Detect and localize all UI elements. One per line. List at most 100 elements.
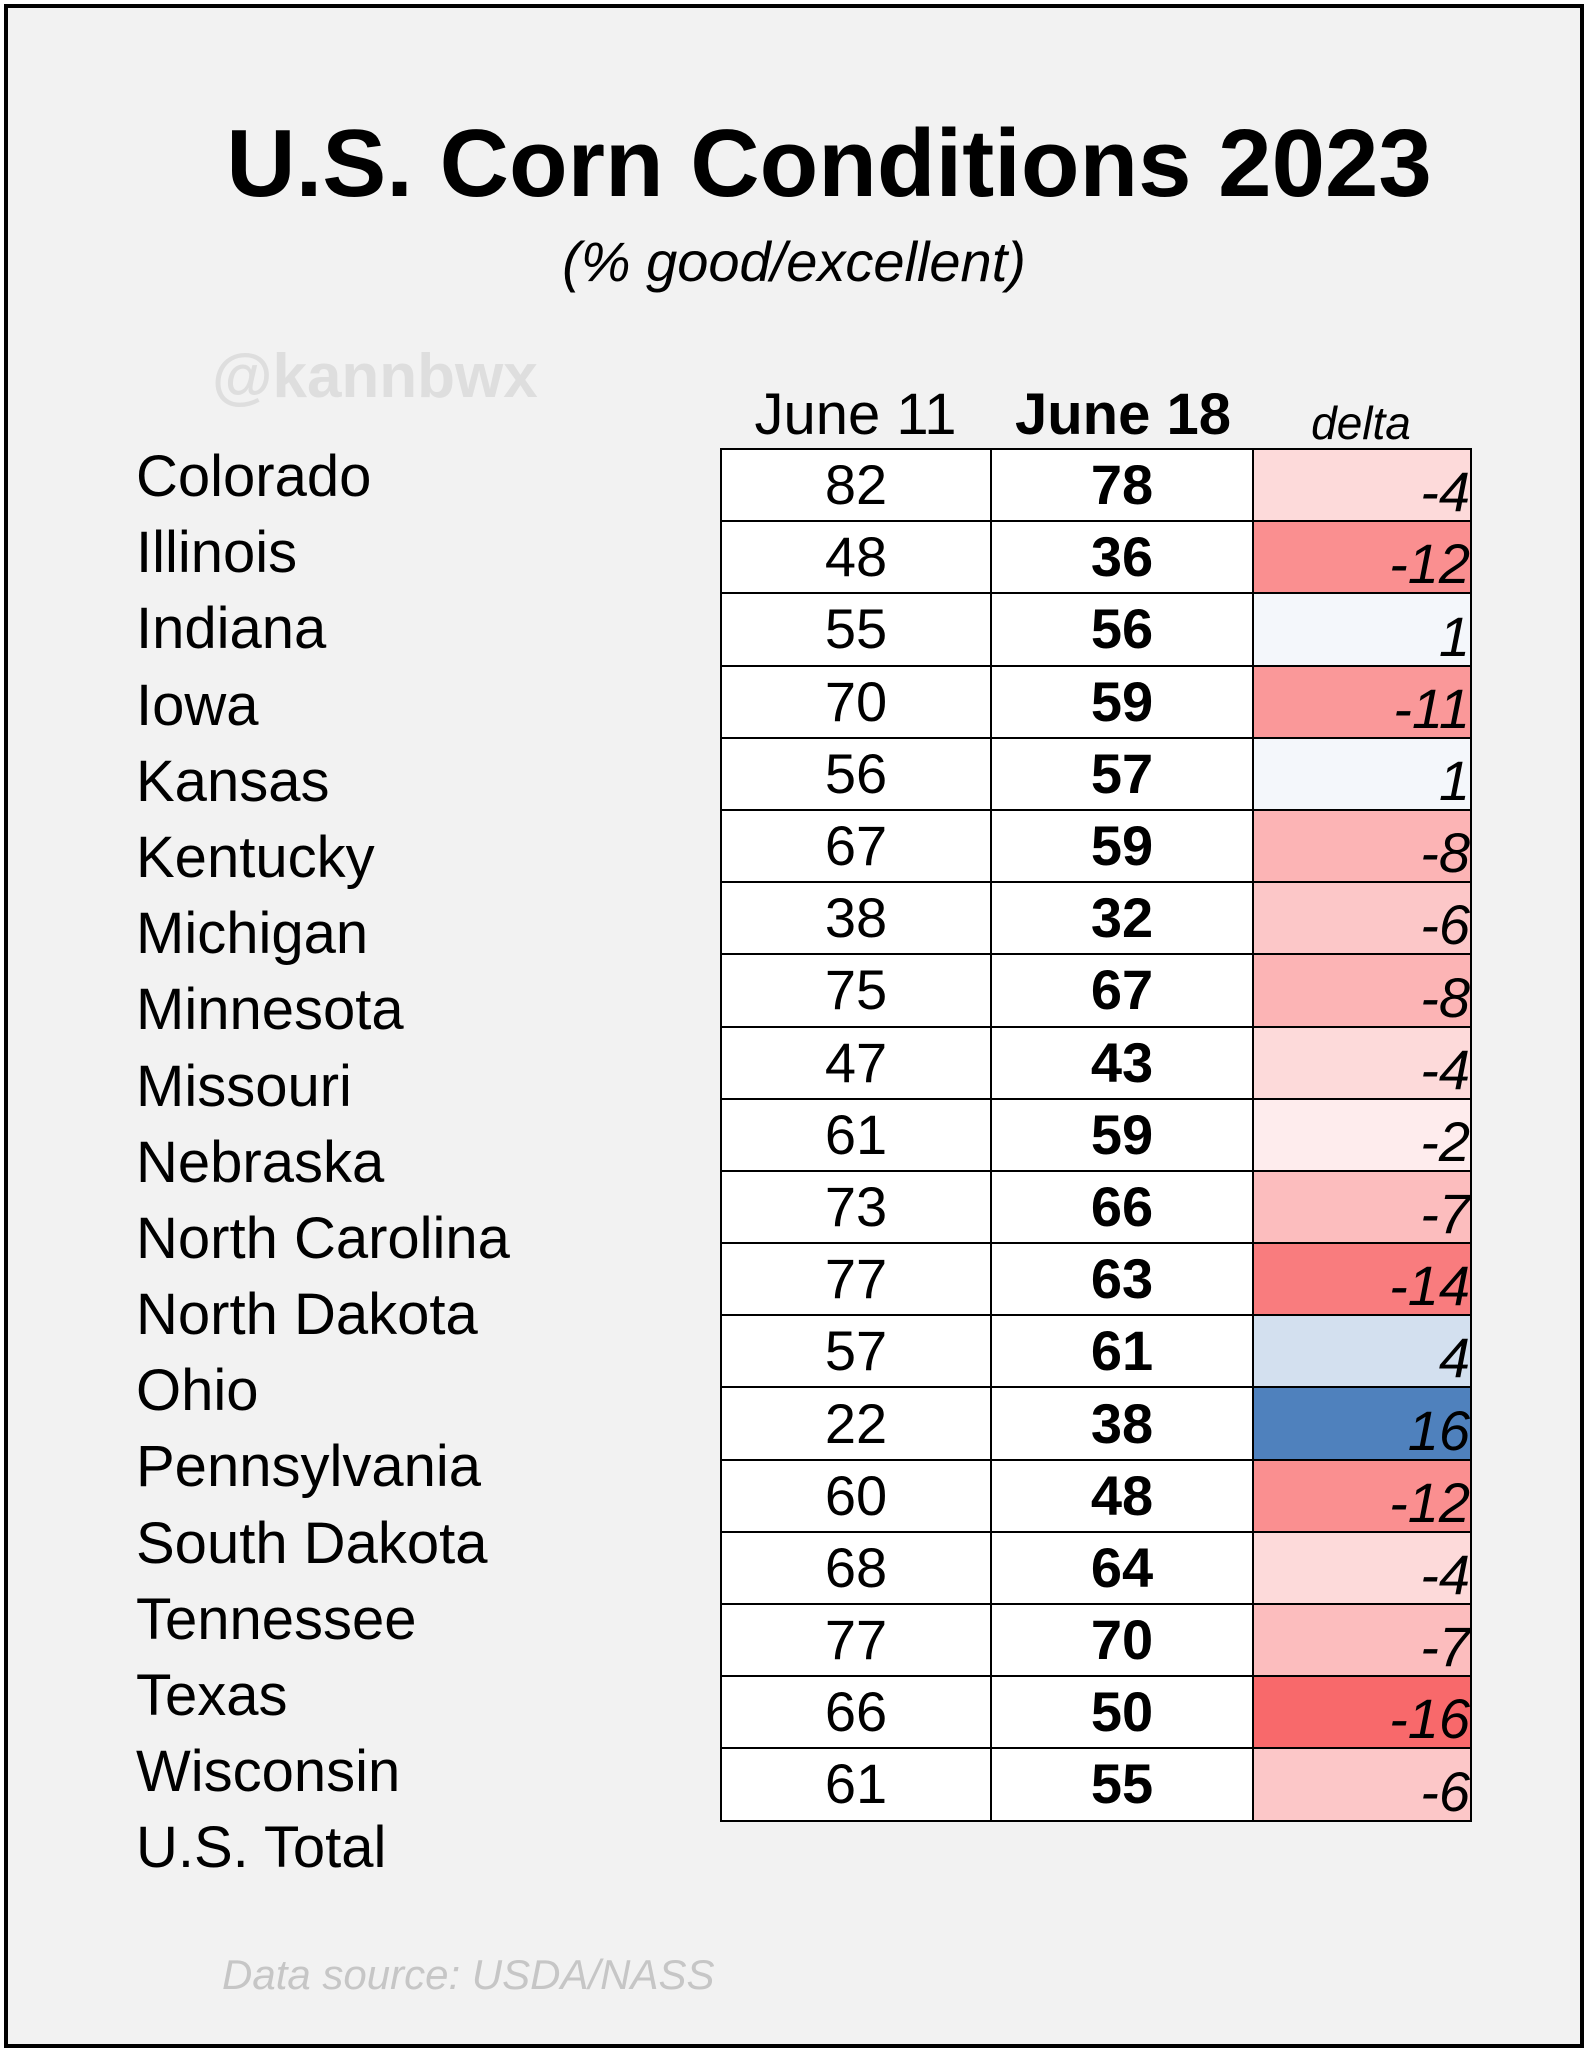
column-header-delta: delta (1311, 397, 1411, 449)
row-label: Colorado (136, 444, 372, 509)
cell-june-11: 77 (720, 1602, 992, 1678)
row-label: Nebraska (136, 1129, 385, 1195)
cell-delta: -8 (1252, 953, 1472, 1028)
row-label: Minnesota (136, 977, 404, 1043)
row-label: Kansas (136, 748, 330, 814)
row-label: Ohio (136, 1358, 259, 1424)
cell-delta: -4 (1252, 1530, 1472, 1606)
cell-june-11: 56 (720, 736, 992, 811)
table-row: 60 48 -12 (720, 1458, 1472, 1533)
cell-june-18: 64 (990, 1530, 1254, 1606)
cell-june-18: 78 (990, 447, 1254, 523)
row-label: U.S. Total (136, 1815, 387, 1881)
cell-june-11: 70 (720, 664, 992, 739)
cell-delta: -12 (1252, 520, 1472, 595)
cell-june-18: 43 (990, 1025, 1254, 1100)
row-label: Michigan (136, 901, 369, 967)
cell-delta: 4 (1252, 1314, 1472, 1389)
row-label: Missouri (136, 1053, 352, 1119)
table-row: 55 56 1 (720, 592, 1472, 667)
cell-june-11: 61 (720, 1097, 992, 1172)
row-label: Tennessee (136, 1586, 417, 1652)
cell-delta: -4 (1252, 1025, 1472, 1100)
table-row: 66 50 -16 (720, 1675, 1472, 1750)
data-source: Data source: USDA/NASS (222, 1951, 715, 1998)
table-row: 47 43 -4 (720, 1025, 1472, 1100)
cell-june-18: 56 (990, 592, 1254, 667)
cell-june-18: 32 (990, 881, 1254, 956)
table-row: 57 61 4 (720, 1314, 1472, 1389)
row-labels: Colorado Illinois Indiana Iowa Kansas Kentuck… (136, 444, 510, 1896)
cell-june-18: 70 (990, 1602, 1254, 1678)
cell-june-11: 22 (720, 1386, 992, 1461)
watermark: @kannbwx (212, 342, 538, 411)
cell-delta: -2 (1252, 1097, 1472, 1172)
cell-june-11: 48 (720, 520, 992, 595)
row-label: Illinois (136, 520, 298, 586)
cell-delta: 16 (1252, 1386, 1472, 1461)
cell-june-18: 66 (990, 1169, 1254, 1245)
cell-delta: -14 (1252, 1242, 1472, 1317)
cell-june-18: 55 (990, 1747, 1254, 1822)
table-row: 73 66 -7 (720, 1169, 1472, 1245)
row-label: Wisconsin (136, 1739, 401, 1805)
cell-june-11: 38 (720, 881, 992, 956)
chart-subtitle: (% good/excellent) (562, 230, 1026, 293)
cell-june-18: 61 (990, 1314, 1254, 1389)
cell-june-11: 57 (720, 1314, 992, 1389)
table-row: 68 64 -4 (720, 1530, 1472, 1606)
cell-june-18: 36 (990, 520, 1254, 595)
cell-june-11: 55 (720, 592, 992, 667)
cell-june-11: 47 (720, 1025, 992, 1100)
row-label: North Dakota (136, 1282, 478, 1348)
cell-june-18: 59 (990, 1097, 1254, 1172)
cell-delta: -16 (1252, 1675, 1472, 1750)
column-header-june-11: June 11 (754, 382, 957, 447)
cell-june-18: 57 (990, 736, 1254, 811)
cell-june-18: 59 (990, 664, 1254, 739)
cell-june-11: 82 (720, 447, 992, 523)
chart-frame: U.S. Corn Conditions 2023 (% good/excell… (4, 4, 1584, 2048)
cell-june-11: 66 (720, 1675, 992, 1750)
cell-june-11: 73 (720, 1169, 992, 1245)
cell-june-18: 38 (990, 1386, 1254, 1461)
table-row: 61 55 -6 (720, 1747, 1472, 1822)
cell-june-11: 77 (720, 1242, 992, 1317)
cell-june-11: 68 (720, 1530, 992, 1606)
cell-delta: -7 (1252, 1602, 1472, 1678)
cell-june-11: 67 (720, 808, 992, 884)
table-row: 61 59 -2 (720, 1097, 1472, 1172)
cell-june-18: 48 (990, 1458, 1254, 1533)
table-row: 75 67 -8 (720, 953, 1472, 1028)
data-table: 82 78 -4 48 36 -12 55 56 1 70 59 -11 56 57 1 67 59 -8 38 32… (720, 447, 1472, 1822)
cell-june-18: 59 (990, 808, 1254, 884)
table-row: 38 32 -6 (720, 881, 1472, 956)
row-label: Indiana (136, 596, 327, 662)
row-label: Iowa (136, 672, 259, 738)
cell-june-18: 63 (990, 1242, 1254, 1317)
cell-delta: -6 (1252, 881, 1472, 956)
cell-june-11: 61 (720, 1747, 992, 1822)
table-row: 77 70 -7 (720, 1602, 1472, 1678)
cell-delta: -7 (1252, 1169, 1472, 1245)
cell-delta: -12 (1252, 1458, 1472, 1533)
chart-title: U.S. Corn Conditions 2023 (226, 110, 1432, 217)
cell-delta: 1 (1252, 592, 1472, 667)
row-label: Pennsylvania (136, 1434, 481, 1500)
cell-june-18: 50 (990, 1675, 1254, 1750)
cell-june-11: 60 (720, 1458, 992, 1533)
row-label: Texas (136, 1663, 288, 1728)
column-header-june-18: June 18 (1015, 382, 1231, 447)
row-label: Kentucky (136, 824, 375, 890)
table-row: 70 59 -11 (720, 664, 1472, 739)
cell-june-18: 67 (990, 953, 1254, 1028)
table-row: 48 36 -12 (720, 520, 1472, 595)
table-row: 77 63 -14 (720, 1242, 1472, 1317)
row-label: North Carolina (136, 1205, 510, 1271)
row-label: South Dakota (136, 1510, 488, 1576)
cell-delta: 1 (1252, 736, 1472, 811)
cell-delta: -11 (1252, 664, 1472, 739)
table-row: 82 78 -4 (720, 447, 1472, 523)
cell-delta: -8 (1252, 808, 1472, 884)
table-row: 22 38 16 (720, 1386, 1472, 1461)
